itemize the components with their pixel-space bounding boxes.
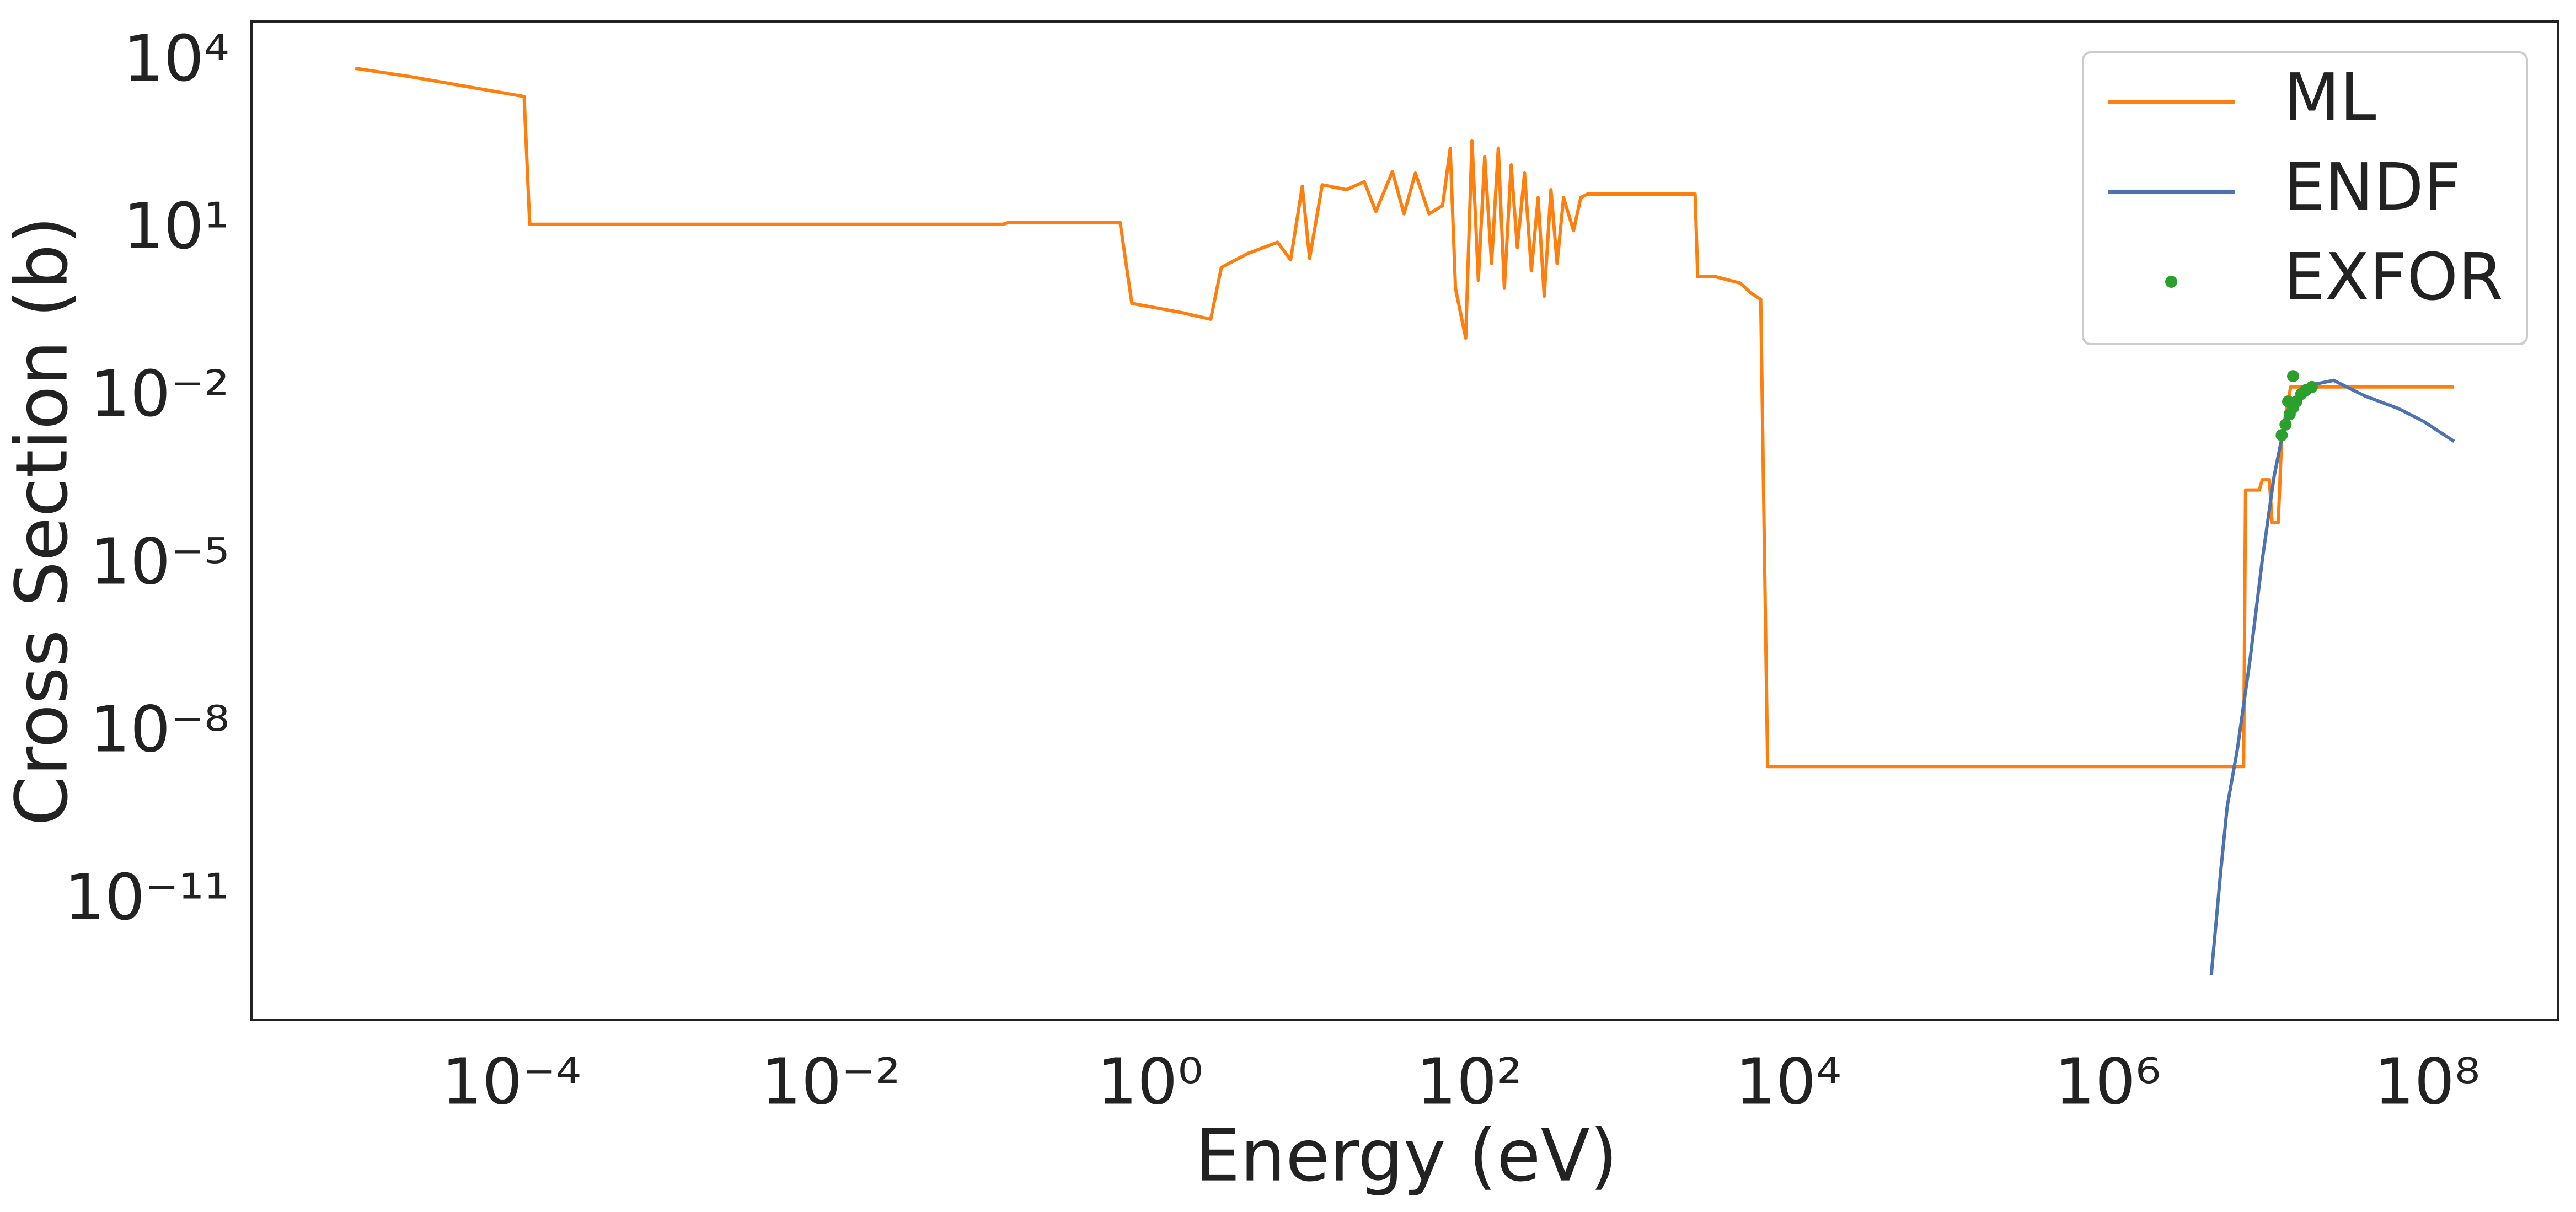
legend-marker [2165,276,2177,288]
scatter-point [2287,370,2300,383]
scatter-point [2306,380,2318,393]
y-tick-label: 10⁻⁸ [90,693,229,767]
plot-data [355,66,2455,976]
y-tick-label: 10⁻⁵ [90,525,229,599]
y-tick-label: 10⁴ [124,22,229,96]
legend-label: ENDF [2284,149,2461,225]
x-tick-label: 10⁻² [761,1045,901,1119]
y-tick-label: 10⁻¹¹ [65,861,229,935]
data-line [355,66,2455,769]
x-axis-label: Energy (eV) [1195,1114,1618,1198]
x-tick-label: 10⁻⁴ [442,1045,581,1119]
legend-box [2082,51,2528,345]
scatter-point [2279,418,2292,431]
x-tick-label: 10⁶ [2055,1045,2161,1119]
plot-frame [250,20,2559,1021]
y-tick-label: 10⁻² [90,357,229,431]
x-tick-label: 10⁴ [1736,1045,1841,1119]
x-tick-label: 10⁸ [2374,1045,2480,1119]
y-axis-label: Cross Section (b) [0,216,84,826]
x-tick-label: 10⁰ [1097,1045,1203,1119]
legend-label: ML [2284,59,2376,135]
scatter-point [2275,429,2288,442]
y-tick-label: 10¹ [124,190,229,264]
x-tick-label: 10² [1416,1045,1522,1119]
legend-label: EXFOR [2284,239,2503,315]
